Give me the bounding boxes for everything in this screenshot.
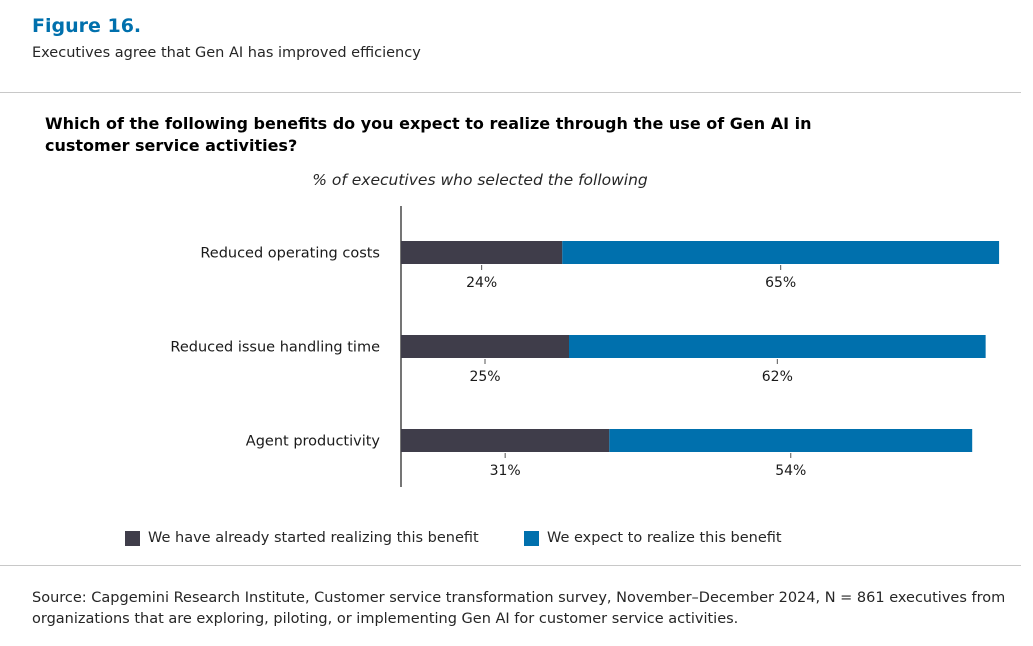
data-label: 54% — [775, 463, 806, 479]
legend-swatch-started — [125, 530, 140, 546]
legend-swatch-expect — [524, 530, 539, 546]
category-label: Agent productivity — [246, 434, 381, 450]
data-label: 25% — [469, 369, 500, 385]
bar-started — [401, 335, 569, 358]
legend-item-expect: We expect to realize this benefit — [524, 530, 782, 546]
bar-expect — [609, 429, 973, 452]
bottom-divider — [0, 565, 1021, 566]
data-label: 31% — [490, 463, 521, 479]
bar-started — [401, 241, 563, 264]
legend-item-started: We have already started realizing this b… — [125, 530, 479, 546]
top-divider — [0, 92, 1021, 93]
data-label: 65% — [765, 275, 796, 291]
bar-expect — [562, 241, 1000, 264]
legend-label-started: We have already started realizing this b… — [148, 530, 479, 546]
chart-question: Which of the following benefits do you e… — [45, 114, 812, 155]
data-label: 62% — [762, 369, 793, 385]
legend-label-expect: We expect to realize this benefit — [547, 530, 782, 546]
data-label: 24% — [466, 275, 497, 291]
figure-subtitle: Executives agree that Gen AI has improve… — [32, 45, 421, 61]
figure-label: Figure 16. — [32, 15, 142, 37]
bar-expect — [569, 335, 986, 358]
category-label: Reduced issue handling time — [170, 340, 380, 356]
bar-started — [401, 429, 610, 452]
category-label: Reduced operating costs — [200, 246, 380, 262]
chart-subtitle: % of executives who selected the followi… — [312, 171, 648, 189]
source-note: Source: Capgemini Research Institute, Cu… — [32, 590, 1006, 627]
